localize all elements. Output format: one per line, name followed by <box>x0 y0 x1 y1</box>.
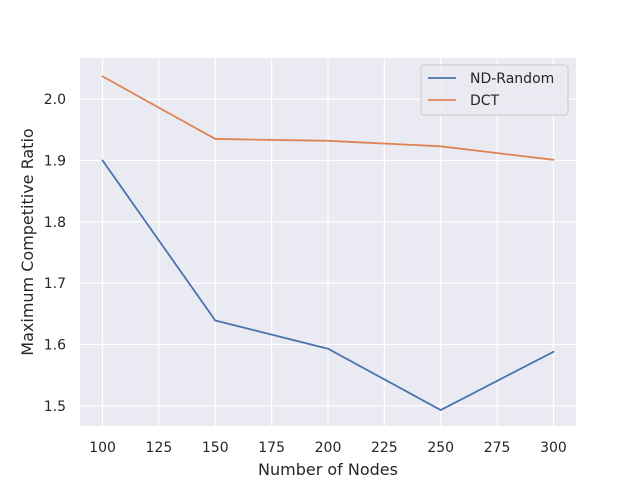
x-tick-label: 275 <box>484 440 511 456</box>
y-tick-label: 2.0 <box>44 92 66 108</box>
y-tick-label: 1.8 <box>44 215 66 231</box>
y-tick-label: 1.9 <box>44 153 66 169</box>
legend-box <box>420 64 569 116</box>
y-tick-label: 1.5 <box>44 399 66 415</box>
y-tick-label: 1.7 <box>44 276 66 292</box>
x-tick-label: 125 <box>146 440 173 456</box>
x-tick-label: 175 <box>258 440 285 456</box>
x-tick-label: 100 <box>89 440 116 456</box>
x-tick-label: 150 <box>202 440 229 456</box>
x-tick-label: 250 <box>427 440 454 456</box>
y-tick-label: 1.6 <box>44 337 66 353</box>
y-axis-label: Maximum Competitive Ratio <box>18 128 37 355</box>
legend: ND-Random DCT <box>420 64 569 116</box>
x-axis-label: Number of Nodes <box>258 460 398 479</box>
grid-lines <box>80 58 576 426</box>
x-tick-label: 225 <box>371 440 398 456</box>
x-tick-label: 300 <box>540 440 567 456</box>
x-tick-label: 200 <box>315 440 342 456</box>
y-tick-labels: 1.5 1.6 1.7 1.8 1.9 2.0 <box>44 92 66 415</box>
legend-label: ND-Random <box>470 71 554 87</box>
legend-label: DCT <box>470 93 500 109</box>
x-tick-labels: 100 125 150 175 200 225 250 275 300 <box>89 440 567 456</box>
series-layer <box>101 75 555 411</box>
